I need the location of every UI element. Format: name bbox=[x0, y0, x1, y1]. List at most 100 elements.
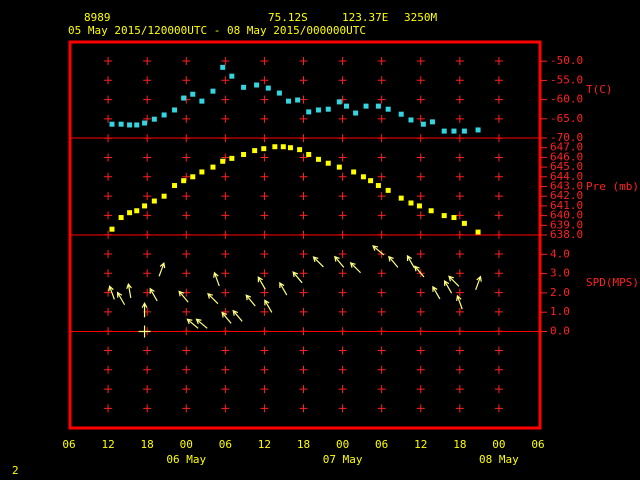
data-point bbox=[475, 127, 481, 133]
data-point bbox=[127, 210, 133, 216]
wind-arrow bbox=[126, 282, 132, 298]
y-tick-label: 642.0 bbox=[550, 189, 583, 202]
wind-arrow bbox=[264, 299, 273, 313]
wind-arrow bbox=[456, 294, 463, 310]
wind-arrow bbox=[245, 294, 256, 307]
wind-arrow bbox=[141, 302, 148, 318]
data-point bbox=[408, 117, 414, 123]
y-tick-label: -60.0 bbox=[550, 93, 583, 106]
data-point bbox=[181, 95, 187, 101]
elevation: 3250M bbox=[404, 11, 437, 24]
data-point bbox=[286, 98, 292, 104]
data-point bbox=[451, 128, 457, 134]
day-label: 06 May bbox=[166, 453, 206, 466]
data-point bbox=[351, 169, 357, 175]
data-point bbox=[368, 178, 374, 184]
x-tick-label: 06 bbox=[375, 438, 388, 451]
x-tick-label: 06 bbox=[62, 438, 75, 451]
data-point bbox=[254, 82, 260, 88]
period: 05 May 2015/120000UTC - 08 May 2015/0000… bbox=[68, 24, 366, 37]
data-point bbox=[118, 215, 124, 221]
y-tick-label: -55.0 bbox=[550, 73, 583, 86]
data-point bbox=[151, 116, 157, 122]
data-point bbox=[220, 158, 226, 164]
data-point bbox=[134, 208, 140, 214]
wind-arrow bbox=[312, 256, 324, 268]
x-tick-label: 12 bbox=[414, 438, 427, 451]
data-point bbox=[229, 155, 235, 161]
x-tick-label: 18 bbox=[141, 438, 154, 451]
data-point bbox=[220, 64, 226, 70]
wind-arrow bbox=[116, 291, 126, 306]
data-point bbox=[151, 198, 157, 204]
data-point bbox=[306, 151, 312, 157]
x-tick-label: 06 bbox=[531, 438, 544, 451]
data-point bbox=[127, 122, 133, 128]
y-tick-label: 3.0 bbox=[550, 267, 570, 280]
data-point bbox=[276, 90, 282, 96]
y-tick-label: 647.0 bbox=[550, 141, 583, 154]
data-point bbox=[353, 110, 359, 116]
day-label: 07 May bbox=[323, 453, 363, 466]
data-point bbox=[385, 106, 391, 112]
data-point bbox=[315, 156, 321, 162]
data-point bbox=[429, 119, 435, 125]
x-tick-label: 00 bbox=[180, 438, 193, 451]
data-point bbox=[451, 215, 457, 221]
x-tick-label: 12 bbox=[101, 438, 114, 451]
data-point bbox=[295, 97, 301, 103]
y-tick-label: 0.0 bbox=[550, 325, 570, 338]
data-point bbox=[315, 107, 321, 113]
y-axis-label: T(C) bbox=[586, 83, 613, 96]
data-point bbox=[199, 98, 205, 104]
y-tick-label: -65.0 bbox=[550, 112, 583, 125]
wind-arrow bbox=[178, 290, 189, 303]
wind-arrow bbox=[443, 279, 453, 294]
data-point bbox=[190, 91, 196, 97]
data-point bbox=[287, 145, 293, 151]
data-point bbox=[475, 229, 481, 235]
data-point bbox=[210, 88, 216, 94]
data-point bbox=[199, 169, 205, 175]
y-tick-label: 646.0 bbox=[550, 150, 583, 163]
station-id: 8989 bbox=[84, 11, 111, 24]
data-point bbox=[261, 146, 267, 152]
latitude: 75.12S bbox=[268, 11, 308, 24]
data-point bbox=[181, 178, 187, 184]
data-point bbox=[398, 195, 404, 201]
data-point bbox=[172, 183, 178, 189]
data-point bbox=[408, 200, 414, 206]
wind-arrow bbox=[414, 265, 425, 278]
x-tick-label: 18 bbox=[297, 438, 310, 451]
data-point bbox=[272, 144, 278, 150]
wind-arrow bbox=[334, 255, 345, 268]
y-tick-label: 644.0 bbox=[550, 170, 583, 183]
y-tick-label: 643.0 bbox=[550, 180, 583, 193]
wind-arrow bbox=[372, 245, 385, 256]
data-point bbox=[161, 112, 167, 118]
data-point bbox=[398, 111, 404, 117]
x-tick-label: 18 bbox=[453, 438, 466, 451]
data-point bbox=[109, 226, 115, 232]
data-point bbox=[280, 144, 286, 150]
x-tick-label: 06 bbox=[219, 438, 232, 451]
data-point bbox=[297, 147, 303, 153]
y-tick-label: 1.0 bbox=[550, 305, 570, 318]
data-point bbox=[210, 164, 216, 170]
data-point bbox=[416, 203, 422, 209]
wind-arrow bbox=[349, 261, 361, 274]
wind-arrow bbox=[475, 275, 482, 291]
wind-arrow bbox=[279, 281, 288, 296]
y-tick-label: -70.0 bbox=[550, 131, 583, 144]
wind-arrow bbox=[195, 318, 208, 329]
wind-arrow bbox=[448, 275, 460, 287]
data-point bbox=[142, 203, 148, 209]
data-point bbox=[441, 128, 447, 134]
y-axis-label: Pre (mb) bbox=[586, 180, 639, 193]
data-point bbox=[385, 187, 391, 193]
data-point bbox=[118, 121, 124, 127]
data-point bbox=[461, 220, 467, 226]
y-tick-label: 645.0 bbox=[550, 160, 583, 173]
